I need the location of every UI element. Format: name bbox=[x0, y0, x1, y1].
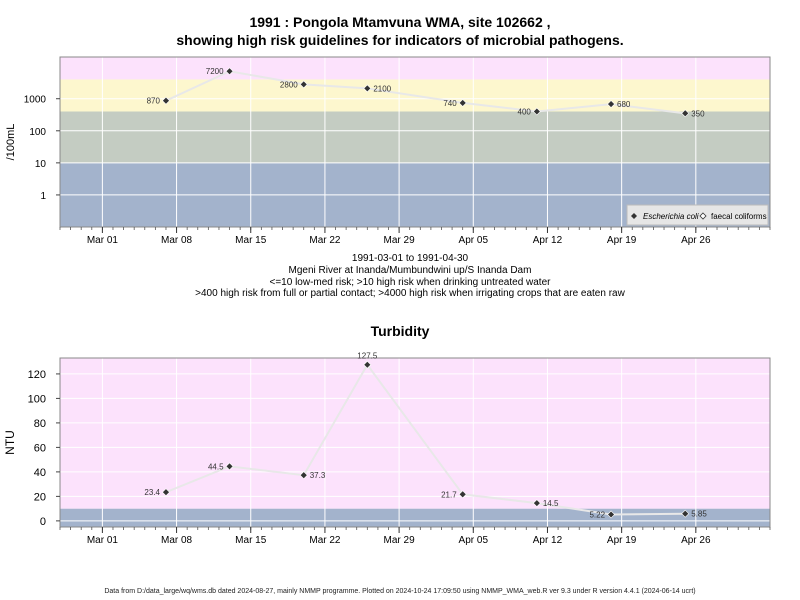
ecoli-data-label-6: 680 bbox=[617, 100, 631, 109]
ecoli-point-2 bbox=[299, 80, 308, 89]
caption-drinking-risk: <=10 low-med risk; >10 high risk when dr… bbox=[269, 277, 551, 288]
turb-y-tick-label-3: 60 bbox=[34, 442, 46, 454]
x2-tick-label-6: Apr 12 bbox=[533, 535, 563, 546]
x2-tick-label-2: Mar 15 bbox=[235, 535, 267, 546]
x2-tick-label-5: Apr 05 bbox=[459, 535, 489, 546]
x1-tick-label-2: Mar 15 bbox=[235, 235, 267, 246]
y-tick-label-0: 1 bbox=[40, 191, 46, 202]
turbidity-data-label-5: 14.5 bbox=[543, 499, 559, 508]
turb-plot-frame bbox=[59, 357, 771, 528]
turb-y-tick-label-1: 20 bbox=[34, 491, 46, 503]
x1-tick-label-5: Apr 05 bbox=[459, 235, 489, 246]
turbidity-band-0 bbox=[60, 508, 770, 527]
caption-site-name: Mgeni River at Inanda/Mumbundwini up/S I… bbox=[288, 265, 532, 276]
turb-y-axis-label: NTU bbox=[3, 430, 17, 455]
chart-title-line-1: 1991 : Pongola Mtamvuna WMA, site 102662… bbox=[249, 14, 551, 30]
ecoli-data-label-1: 7200 bbox=[206, 67, 224, 76]
x1-tick-label-3: Mar 22 bbox=[309, 235, 341, 246]
x2-tick-label-1: Mar 08 bbox=[161, 535, 193, 546]
turbidity-data-label-3: 127.5 bbox=[357, 352, 378, 361]
turbidity-data-label-7: 5.85 bbox=[691, 510, 707, 519]
turbidity-point-0 bbox=[162, 488, 170, 497]
turbidity-point-4 bbox=[458, 490, 467, 499]
risk-band-3 bbox=[60, 57, 770, 80]
x2-tick-label-4: Mar 29 bbox=[384, 535, 416, 546]
plot-frame bbox=[59, 56, 771, 228]
turbidity-point-1 bbox=[225, 462, 234, 471]
y-tick-label-3: 1000 bbox=[24, 95, 47, 106]
legend-marker-faecal bbox=[699, 212, 707, 220]
ecoli-data-label-7: 350 bbox=[691, 109, 705, 118]
legend-marker-ecoli bbox=[631, 213, 637, 219]
ecoli-data-label-4: 740 bbox=[443, 99, 457, 108]
turbidity-point-5 bbox=[532, 499, 541, 508]
turb-y-tick-label-2: 40 bbox=[34, 467, 46, 479]
turbidity-band-1 bbox=[60, 358, 770, 509]
legend-label-ecoli: Escherichia coli bbox=[643, 212, 699, 221]
turb-y-tick-label-0: 0 bbox=[40, 516, 46, 528]
ecoli-point-7 bbox=[681, 109, 690, 118]
turbidity-data-label-0: 23.4 bbox=[144, 488, 160, 497]
ecoli-point-3 bbox=[363, 84, 372, 93]
turb-y-tick-label-6: 120 bbox=[28, 369, 46, 381]
x2-tick-label-3: Mar 22 bbox=[309, 535, 341, 546]
x2-tick-label-7: Apr 19 bbox=[607, 535, 637, 546]
ecoli-point-1 bbox=[225, 67, 234, 76]
chart-title-line-2: showing high risk guidelines for indicat… bbox=[176, 32, 624, 48]
footer-note: Data from D:/data_large/wq/wms.db dated … bbox=[104, 588, 696, 595]
ecoli-data-label-0: 870 bbox=[147, 97, 161, 106]
ecoli-data-label-3: 2100 bbox=[373, 84, 391, 93]
ecoli-point-0 bbox=[162, 96, 170, 105]
x2-tick-label-8: Apr 26 bbox=[681, 535, 711, 546]
turbidity-data-label-2: 37.3 bbox=[310, 471, 326, 480]
caption-date-range: 1991-03-01 to 1991-04-30 bbox=[351, 253, 469, 264]
turbidity-point-3 bbox=[363, 360, 372, 369]
ecoli-data-label-5: 400 bbox=[518, 107, 532, 116]
turbidity-point-7 bbox=[681, 509, 690, 518]
caption-contact-risk: >400 high risk from full or partial cont… bbox=[195, 288, 625, 299]
turbidity-title: Turbidity bbox=[370, 323, 430, 339]
x2-tick-label-0: Mar 01 bbox=[87, 535, 119, 546]
turbidity-data-label-6: 5.22 bbox=[589, 510, 605, 519]
turbidity-data-label-1: 44.5 bbox=[208, 462, 224, 471]
x1-tick-label-7: Apr 19 bbox=[607, 235, 637, 246]
turbidity-point-2 bbox=[299, 471, 308, 480]
ecoli-point-6 bbox=[607, 100, 615, 109]
ecoli-series-line bbox=[165, 70, 686, 115]
y-tick-label-1: 10 bbox=[35, 159, 47, 170]
turb-y-tick-label-5: 100 bbox=[28, 393, 46, 405]
y-axis-label: /100mL bbox=[5, 124, 17, 161]
y-tick-label-2: 100 bbox=[29, 127, 46, 138]
x1-tick-label-4: Mar 29 bbox=[384, 235, 416, 246]
risk-band-1 bbox=[60, 111, 770, 163]
x1-tick-label-1: Mar 08 bbox=[161, 235, 193, 246]
turbidity-point-6 bbox=[607, 510, 615, 519]
turb-y-tick-label-4: 80 bbox=[34, 418, 46, 430]
ecoli-point-5 bbox=[532, 107, 541, 116]
x1-tick-label-0: Mar 01 bbox=[87, 235, 119, 246]
turbidity-data-label-4: 21.7 bbox=[441, 490, 457, 499]
ecoli-data-label-2: 2800 bbox=[280, 80, 298, 89]
x1-tick-label-6: Apr 12 bbox=[533, 235, 563, 246]
legend-box bbox=[626, 204, 769, 226]
turbidity-series-line bbox=[165, 362, 686, 516]
legend-label-faecal: faecal coliforms bbox=[711, 212, 767, 221]
x1-tick-label-8: Apr 26 bbox=[681, 235, 711, 246]
ecoli-point-4 bbox=[458, 98, 467, 107]
